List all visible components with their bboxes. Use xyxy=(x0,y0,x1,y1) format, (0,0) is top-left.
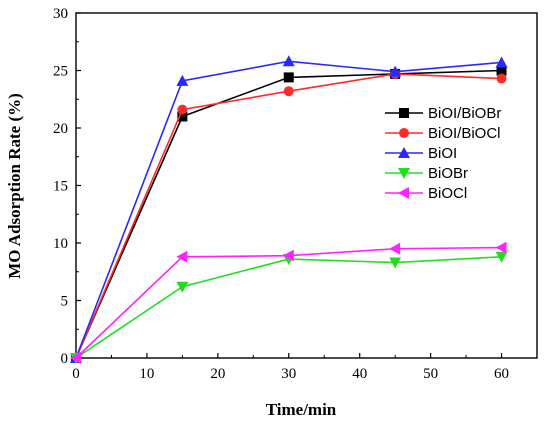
series-line xyxy=(75,256,502,359)
x-tick-label: 10 xyxy=(139,366,154,382)
y-axis-title: MO Adsorption Rate (%) xyxy=(5,93,24,279)
x-tick-label: 20 xyxy=(210,366,225,382)
data-point xyxy=(495,241,507,254)
data-point xyxy=(389,242,401,255)
data-point xyxy=(282,249,294,262)
legend-item: BiOI/BiOCl xyxy=(385,125,501,142)
x-tick-label: 60 xyxy=(494,366,509,382)
data-point xyxy=(496,65,507,76)
legend-label: BiOI xyxy=(428,145,457,162)
legend-marker xyxy=(398,147,410,158)
data-point xyxy=(495,56,508,68)
legend-marker xyxy=(399,108,409,118)
x-tick-label: 0 xyxy=(72,366,80,382)
data-point xyxy=(282,55,295,67)
series-layer xyxy=(70,55,508,364)
legend-item: BiOBr xyxy=(385,165,468,182)
legend-label: BiOCl xyxy=(428,185,467,202)
series-biocl xyxy=(70,241,507,364)
legend-item: BiOI xyxy=(385,145,457,162)
series-bioi xyxy=(70,55,508,363)
legend-marker xyxy=(398,168,410,179)
legend-label: BiOBr xyxy=(428,165,468,182)
data-point xyxy=(177,104,188,115)
data-point xyxy=(283,86,294,97)
y-tick-label: 25 xyxy=(53,64,68,80)
legend-item: BiOCl xyxy=(385,185,467,202)
x-axis-title: Time/min xyxy=(266,400,337,419)
x-axis: 0 10 20 30 40 50 60 xyxy=(72,353,509,382)
data-point xyxy=(70,352,81,364)
data-point xyxy=(496,73,507,84)
data-point xyxy=(283,72,294,83)
legend-label: BiOI/BiOBr xyxy=(428,105,501,122)
y-tick-label: 0 xyxy=(61,351,69,367)
data-point xyxy=(176,250,188,263)
data-point xyxy=(389,257,402,269)
data-point xyxy=(495,251,508,263)
series-biobr xyxy=(70,251,508,364)
y-tick-label: 10 xyxy=(53,236,68,252)
data-point xyxy=(176,281,189,293)
legend: BiOI/BiOBr BiOI/BiOCl BiOI BiOBr BiOCl xyxy=(385,105,501,202)
x-tick-label: 40 xyxy=(352,366,367,382)
y-tick-label: 30 xyxy=(53,6,68,22)
legend-label: BiOI/BiOCl xyxy=(428,125,501,142)
legend-item: BiOI/BiOBr xyxy=(385,105,501,122)
data-point xyxy=(176,74,189,86)
legend-marker xyxy=(398,187,409,199)
x-tick-label: 30 xyxy=(281,366,296,382)
y-axis: 0 5 10 15 20 25 30 xyxy=(53,6,81,367)
x-tick-label: 50 xyxy=(423,366,438,382)
data-point xyxy=(177,111,188,122)
y-tick-label: 5 xyxy=(61,294,69,310)
data-point xyxy=(389,65,402,77)
legend-marker xyxy=(399,128,409,138)
y-tick-label: 15 xyxy=(53,179,68,195)
y-tick-label: 20 xyxy=(53,121,68,137)
